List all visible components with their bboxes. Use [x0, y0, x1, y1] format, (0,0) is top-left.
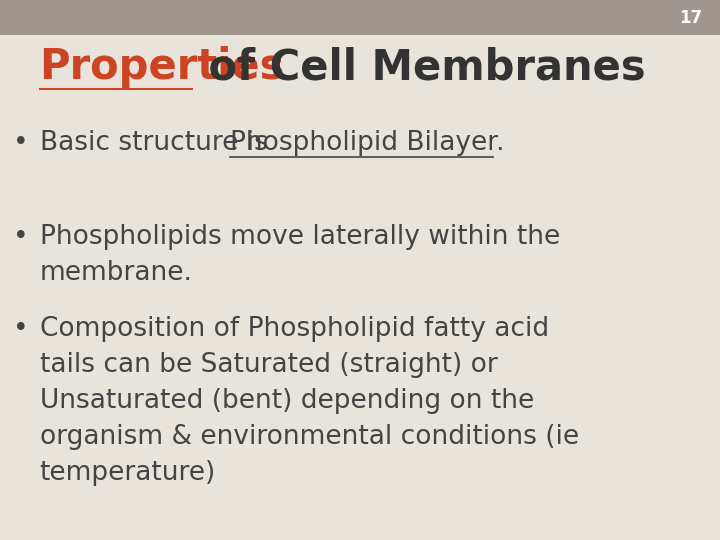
- Text: •: •: [13, 130, 29, 156]
- Text: Phospholipid Bilayer: Phospholipid Bilayer: [230, 130, 498, 156]
- Text: 17: 17: [679, 9, 702, 26]
- Text: Properties: Properties: [40, 46, 285, 89]
- Text: .: .: [495, 130, 503, 156]
- Text: Phospholipids move laterally within the
membrane.: Phospholipids move laterally within the …: [40, 224, 560, 286]
- Text: Basic structure is: Basic structure is: [40, 130, 276, 156]
- Text: •: •: [13, 316, 29, 342]
- Text: •: •: [13, 224, 29, 250]
- Bar: [0, 0, 720, 35]
- Text: Composition of Phospholipid fatty acid
tails can be Saturated (straight) or
Unsa: Composition of Phospholipid fatty acid t…: [40, 316, 579, 486]
- Text: of Cell Membranes: of Cell Membranes: [194, 46, 646, 89]
